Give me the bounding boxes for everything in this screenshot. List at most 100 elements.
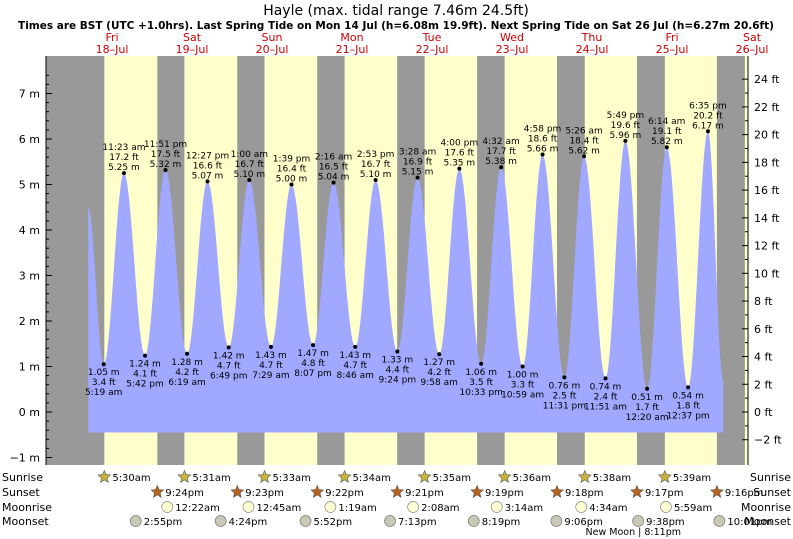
low-tide-feet: 4.2 ft [175,368,199,378]
low-tide-feet: 1.8 ft [676,401,700,411]
high-tide-time: 11:51 pm [144,140,187,150]
sunset-time: 9:21pm [405,488,444,499]
moonrise-time: 4:34am [589,503,627,514]
low-tide-metres: 1.05 m [88,368,120,378]
low-tide-point [143,353,147,358]
sunrise-time: 5:31am [192,473,230,484]
sunset-icon [150,484,165,498]
y2-tick-label: 20 ft [754,129,780,142]
sunset-icon [550,484,564,498]
moonset-icon [384,515,396,527]
day-label-date: 19–Jul [176,43,209,56]
low-tide-metres: 1.42 m [213,351,245,361]
y-tick-label: 4 m [19,224,40,237]
day-label-dow: Wed [500,31,524,44]
y2-tick-label: 8 ft [754,295,773,308]
moonset-time: 7:13pm [398,517,437,528]
low-tide-point [645,386,650,391]
moonrise-icon [660,501,672,513]
moonrise-time: 2:08am [421,503,459,514]
sunrise-icon [97,469,112,483]
sunset-time: 9:22pm [325,488,364,499]
moonset-icon [713,515,726,527]
low-tide-feet: 4.7 ft [343,361,367,371]
sunrise-time: 5:38am [593,473,631,484]
sunset-time: 9:19pm [485,488,524,499]
low-tide-time: 5:19 am [85,388,122,398]
day-label-dow: Fri [665,31,678,44]
high-tide-time: 11:23 am [102,143,145,153]
low-tide-metres: 1.06 m [465,368,497,378]
y-tick-label: 1 m [19,361,40,374]
low-tide-time: 9:24 pm [379,375,417,385]
high-tide-metres: 5.96 m [610,131,642,141]
day-label-date: 25–Jul [656,43,689,56]
high-tide-feet: 17.2 ft [109,153,139,163]
high-tide-time: 1:00 am [231,150,268,160]
moonset-icon [299,515,312,527]
low-tide-time: 12:37 pm [666,411,709,421]
moonrise-time: 5:59am [674,503,712,514]
day-label-dow: Mon [340,31,363,44]
low-tide-metres: 1.33 m [381,355,413,365]
moonrise-icon [407,501,419,513]
y-tick-label: 5 m [19,179,40,192]
low-tide-feet: 4.1 ft [133,370,157,380]
high-tide-metres: 5.15 m [402,168,434,178]
low-tide-point [311,343,316,348]
moonset-time: 2:55pm [144,517,183,528]
sunrise-icon [257,469,272,483]
day-label-dow: Thu [581,31,603,44]
almanac-label-moonrise-right: Moonrise [741,501,791,514]
day-label-dow: Fri [105,31,118,44]
sunset-icon [470,484,484,498]
low-tide-point [101,362,106,367]
low-tide-metres: 0.74 m [590,382,622,392]
low-tide-feet: 3.3 ft [511,381,535,391]
low-tide-time: 6:49 pm [210,371,248,381]
sunset-time: 9:17pm [645,488,684,499]
low-tide-feet: 4.8 ft [301,359,325,369]
moonrise-icon [490,501,503,513]
high-tide-time: 2:16 am [315,153,352,163]
high-tide-feet: 20.2 ft [693,111,723,121]
high-tide-metres: 5.32 m [150,160,182,170]
y2-tick-label: −2 ft [754,434,782,447]
moonset-time: 5:52pm [314,517,353,528]
low-tide-point [185,351,190,356]
y2-tick-label: 6 ft [754,323,773,336]
sunset-time: 9:23pm [245,488,284,499]
high-tide-point [415,175,420,180]
low-tide-feet: 4.4 ft [385,365,409,375]
high-tide-metres: 5.35 m [443,159,475,169]
low-tide-time: 8:46 am [337,371,374,381]
high-tide-time: 6:35 pm [689,101,727,111]
day-label-date: 26–Jul [736,43,769,56]
day-label-date: 21–Jul [336,43,369,56]
high-tide-metres: 5.66 m [527,144,559,154]
high-tide-metres: 5.38 m [485,157,517,167]
sunrise-icon [337,469,352,483]
high-tide-point [373,177,378,182]
high-tide-feet: 19.6 ft [611,121,641,131]
low-tide-point [353,344,358,349]
y2-tick-label: 4 ft [754,351,773,364]
high-tide-point [540,152,545,157]
moonset-time: 4:24pm [229,517,268,528]
y2-tick-label: 22 ft [754,101,780,114]
y2-tick-label: 12 ft [754,240,780,253]
moon-phase-label: New Moon | 8:11pm [586,527,681,538]
tide-curve [88,131,724,433]
y2-tick-label: 16 ft [754,184,780,197]
high-tide-point [289,182,294,187]
high-tide-feet: 16.6 ft [193,161,223,171]
sunrise-time: 5:36am [513,473,551,484]
high-tide-metres: 5.00 m [276,175,308,185]
y-tick-label: 0 m [19,406,40,419]
y-tick-label: 2 m [19,315,40,328]
low-tide-metres: 0.76 m [549,381,581,391]
high-tide-time: 4:00 pm [441,139,479,149]
day-label-date: 24–Jul [576,43,609,56]
